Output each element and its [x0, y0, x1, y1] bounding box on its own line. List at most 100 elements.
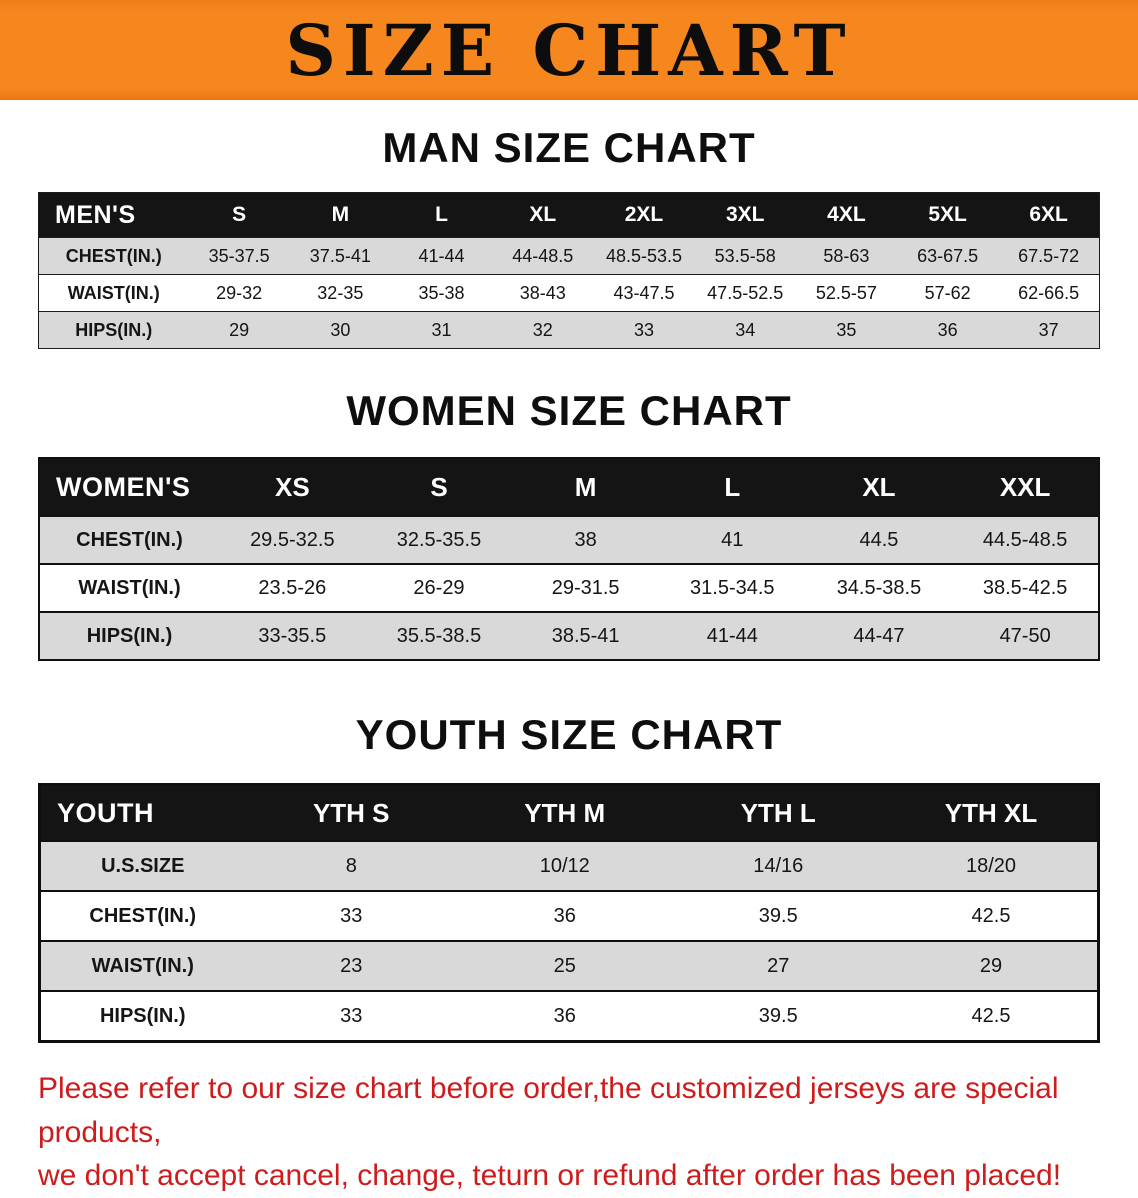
table-row: CHEST(IN.) 29.5-32.5 32.5-35.5 38 41 44.5 44.5…: [39, 516, 1099, 564]
column-header: YTH S: [244, 784, 458, 841]
table-row: CHEST(IN.) 33 36 39.5 42.5: [39, 891, 1099, 941]
table-corner-label: WOMEN'S: [39, 458, 219, 516]
table-cell: 10/12: [539, 854, 590, 877]
table-cell: 35-38: [418, 282, 465, 303]
table-cell: 29: [229, 319, 250, 340]
table-cell: 44.5: [859, 528, 899, 551]
table-cell: 62-66.5: [1018, 282, 1080, 303]
table-cell: 48.5-53.5: [605, 245, 683, 266]
note-line-2: we don't accept cancel, change, teturn o…: [38, 1159, 1062, 1192]
table-cell: 41: [721, 528, 744, 551]
column-header: YTH XL: [885, 784, 1099, 841]
table-cell: 8: [345, 854, 357, 877]
row-label: WAIST(IN.): [78, 576, 181, 599]
table-cell: 34: [735, 319, 756, 340]
table-cell: 37: [1038, 319, 1059, 340]
table-cell: 58-63: [823, 245, 870, 266]
table-cell: 25: [553, 954, 576, 977]
column-header: L: [658, 458, 806, 516]
row-label: HIPS(IN.): [75, 319, 153, 340]
table-cell: 47.5-52.5: [707, 282, 784, 303]
column-header: 6XL: [998, 192, 1100, 238]
table-row: U.S.SIZE 8 10/12 14/16 18/20: [39, 841, 1099, 891]
table-row: WAIST(IN.) 29-32 32-35 35-38 38-43 43-47.5 47.…: [38, 274, 1100, 312]
table-cell: 14/16: [753, 854, 804, 877]
row-label: WAIST(IN.): [91, 954, 194, 977]
column-header: XL: [492, 192, 594, 238]
table-cell: 43-47.5: [613, 282, 675, 303]
table-cell: 44-47: [853, 624, 905, 647]
table-cell: 29: [979, 954, 1003, 977]
column-header: YTH M: [458, 784, 672, 841]
table-cell: 32: [532, 319, 553, 340]
table-cell: 35: [836, 319, 857, 340]
table-cell: 31: [431, 319, 452, 340]
column-header: XL: [805, 458, 953, 516]
table-row: CHEST(IN.) 35-37.5 37.5-41 41-44 44-48.5 48.5…: [38, 237, 1100, 275]
table-cell: 42.5: [971, 904, 1011, 927]
section-women: WOMEN SIZE CHART WOMEN'S XS S M L XL XXL CHEST(…: [0, 387, 1138, 661]
column-header: 5XL: [897, 192, 999, 238]
table-cell: 33: [340, 904, 363, 927]
column-header: 4XL: [795, 192, 898, 238]
table-cell: 33-35.5: [258, 624, 327, 647]
table-cell: 38-43: [519, 282, 566, 303]
table-cell: 36: [553, 904, 576, 927]
table-cell: 33: [633, 319, 654, 340]
table-cell: 41-44: [706, 624, 758, 647]
youth-size-table: YOUTH YTH S YTH M YTH L YTH XL U.S.SIZE 8 10/12…: [38, 783, 1100, 1043]
column-header: M: [512, 458, 659, 516]
section-youth: YOUTH SIZE CHART YOUTH YTH S YTH M YTH L YTH…: [0, 711, 1138, 1043]
table-cell: 33: [340, 1004, 363, 1027]
row-label: HIPS(IN.): [99, 1004, 186, 1027]
row-label: U.S.SIZE: [101, 854, 185, 877]
header-row: MEN'S S M L XL 2XL 3XL 4XL 5XL 6XL: [38, 192, 1100, 238]
table-corner-label: YOUTH: [39, 784, 245, 841]
banner-title: SIZE CHART: [285, 8, 853, 92]
table-cell: 36: [937, 319, 958, 340]
table-row: HIPS(IN.) 33-35.5 35.5-38.5 38.5-41 41-44 44-…: [39, 612, 1099, 660]
table-row: HIPS(IN.) 29 30 31 32 33 34 35 36 37: [38, 311, 1100, 349]
men-section-heading: MAN SIZE CHART: [382, 124, 756, 171]
table-cell: 41-44: [418, 245, 465, 266]
table-cell: 35-37.5: [208, 245, 270, 266]
column-header: L: [390, 192, 493, 238]
column-header: YTH L: [671, 784, 885, 841]
table-cell: 42.5: [971, 1004, 1011, 1027]
table-cell: 36: [553, 1004, 576, 1027]
column-header: 2XL: [593, 192, 695, 238]
table-cell: 52.5-57: [815, 282, 877, 303]
table-corner-label: MEN'S: [38, 192, 189, 238]
table-cell: 32-35: [317, 282, 364, 303]
table-cell: 47-50: [999, 624, 1051, 647]
table-cell: 38.5-41: [551, 624, 620, 647]
note-line-1: Please refer to our size chart before or…: [38, 1072, 1059, 1149]
column-header: 3XL: [694, 192, 796, 238]
table-row: WAIST(IN.) 23 25 27 29: [39, 941, 1099, 991]
table-cell: 18/20: [965, 854, 1017, 877]
women-size-table: WOMEN'S XS S M L XL XXL CHEST(IN.) 29.5-32.5 32.5…: [38, 457, 1100, 661]
table-cell: 35.5-38.5: [396, 624, 482, 647]
header-row: YOUTH YTH S YTH M YTH L YTH XL: [39, 784, 1099, 841]
table-cell: 32.5-35.5: [396, 528, 482, 551]
row-label: WAIST(IN.): [67, 282, 160, 303]
header-row: WOMEN'S XS S M L XL XXL: [39, 458, 1099, 516]
table-cell: 31.5-34.5: [690, 576, 775, 599]
column-header: XXL: [952, 458, 1099, 516]
table-cell: 27: [767, 954, 790, 977]
table-cell: 26-29: [413, 576, 465, 599]
table-cell: 44-48.5: [512, 245, 574, 266]
table-cell: 63-67.5: [917, 245, 979, 266]
table-row: HIPS(IN.) 33 36 39.5 42.5: [39, 991, 1099, 1042]
table-cell: 23: [340, 954, 363, 977]
table-cell: 30: [330, 319, 351, 340]
table-cell: 29-31.5: [551, 576, 620, 599]
table-cell: 23.5-26: [258, 576, 327, 599]
table-cell: 38.5-42.5: [982, 576, 1068, 599]
footer-note: Please refer to our size chart before or…: [38, 1067, 1100, 1198]
table-row: WAIST(IN.) 23.5-26 26-29 29-31.5 31.5-34.5 34…: [39, 564, 1099, 612]
table-cell: 29-32: [216, 282, 263, 303]
table-cell: 29.5-32.5: [250, 528, 335, 551]
table-cell: 53.5-58: [714, 245, 776, 266]
